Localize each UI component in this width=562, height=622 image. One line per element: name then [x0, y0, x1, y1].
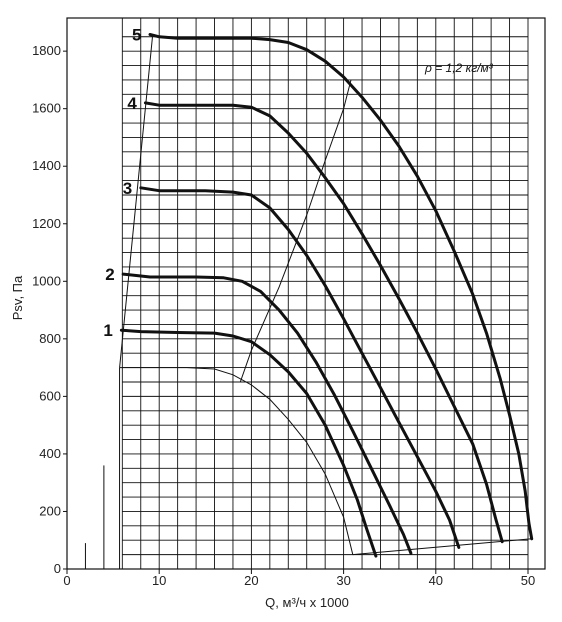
- y-tick-label: 1600: [32, 101, 61, 116]
- y-tick-label: 200: [39, 503, 61, 518]
- performance-curve-5: [148, 33, 534, 541]
- performance-curve-2: [121, 272, 413, 555]
- y-tick-label: 600: [39, 388, 61, 403]
- curve-label-3: 3: [123, 179, 132, 198]
- curve-label-5: 5: [132, 25, 141, 44]
- bottom-envelope-line: [352, 538, 532, 556]
- performance-curves: [119, 33, 534, 558]
- grid: [121, 18, 529, 569]
- x-tick-label: 0: [63, 573, 70, 588]
- optimal-efficiency-line: [239, 79, 352, 383]
- system-boundary-line: [119, 367, 354, 555]
- curve-labels: 1 2 3 4 5: [103, 25, 141, 340]
- y-tick-label: 1400: [32, 158, 61, 173]
- performance-curve-4: [143, 101, 504, 544]
- plot-frame: [66, 17, 546, 570]
- x-tick-label: 40: [429, 573, 443, 588]
- auxiliary-lines: [84, 34, 532, 569]
- x-tick-label: 50: [521, 573, 535, 588]
- performance-curve-3: [139, 186, 461, 549]
- curve-label-2: 2: [105, 265, 114, 284]
- y-axis-label: Psv, Па: [10, 275, 25, 320]
- y-tick-label: 800: [39, 331, 61, 346]
- x-tick-label: 30: [336, 573, 350, 588]
- y-tick-label: 1000: [32, 273, 61, 288]
- y-tick-label: 0: [54, 561, 61, 576]
- x-tick-label: 10: [152, 573, 166, 588]
- y-tick-label: 1800: [32, 43, 61, 58]
- y-tick-label: 1200: [32, 216, 61, 231]
- curve-label-1: 1: [103, 321, 112, 340]
- x-tick-label: 20: [244, 573, 258, 588]
- performance-curve-1: [119, 328, 378, 558]
- x-axis-label: Q, м³/ч х 1000: [265, 595, 349, 610]
- left-envelope-line: [119, 34, 154, 368]
- density-annotation: ρ = 1,2 кг/м³: [424, 61, 494, 75]
- y-tick-label: 400: [39, 446, 61, 461]
- curve-label-4: 4: [127, 94, 137, 113]
- axes: 0 10 20 30 40 50 0 200 400 600 800 1000 1200 1400 1600…: [32, 17, 546, 588]
